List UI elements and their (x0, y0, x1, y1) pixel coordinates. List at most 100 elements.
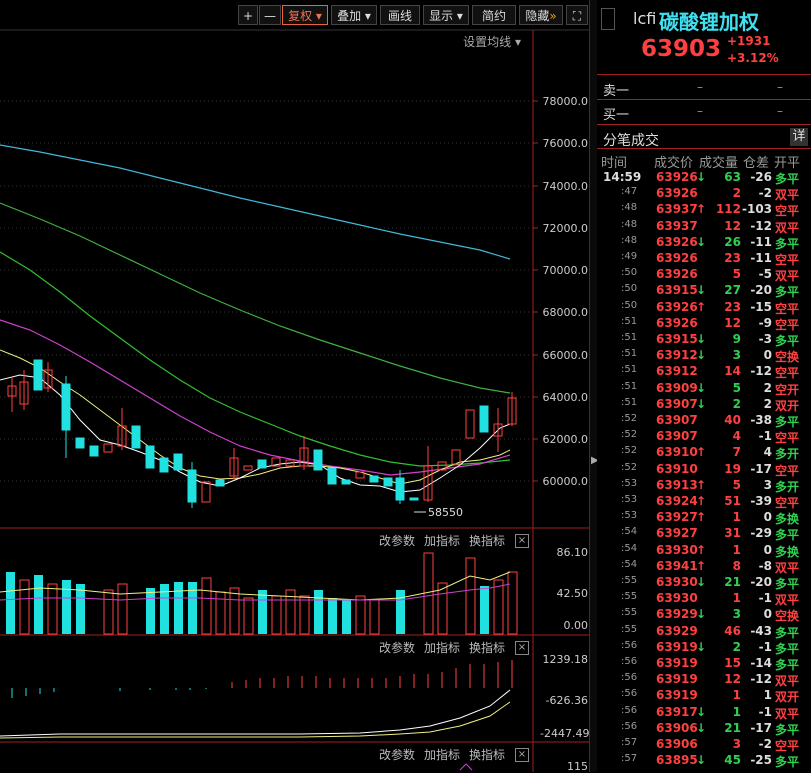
kline-chart-area[interactable]: + — 复权 ▾ 叠加 ▾ 画线 显示 ▾ 简约 隐藏» ⛶ 设置均线 ▾ (0, 0, 593, 773)
tick-oi-delta: -2 (758, 186, 772, 201)
down-arrow-icon: ↓ (696, 332, 707, 346)
zoom-out-button[interactable]: — (259, 5, 281, 25)
price-tick: 68000.0 (542, 306, 589, 319)
tick-volume: 1 (732, 688, 741, 703)
tick-type: 多平 (775, 577, 800, 591)
add-indicator-button[interactable]: 加指标 (424, 641, 461, 655)
tick-type: 多平 (775, 722, 800, 737)
down-arrow-icon: ↓ (696, 348, 707, 363)
tick-row: :57 63906 3 -2 空平 (597, 737, 811, 754)
chevron-down-icon: ▾ (456, 9, 463, 23)
set-ma-button[interactable]: 设置均线 ▾ (463, 33, 521, 50)
yincang-button[interactable]: 隐藏» (519, 5, 563, 25)
switch-indicator-button[interactable]: 换指标 (469, 534, 506, 548)
tick-volume: 12 (724, 672, 741, 687)
tick-oi-delta: -12 (750, 364, 772, 379)
chart-toolbar: + — 复权 ▾ 叠加 ▾ 画线 显示 ▾ 简约 隐藏» ⛶ (0, 0, 593, 30)
tick-row: :55 63930 ↓ 21 -20 多平 (597, 575, 811, 592)
tick-volume: 45 (724, 753, 741, 768)
tick-price: 63930 (656, 591, 698, 606)
settings-toggle-icon[interactable] (601, 8, 615, 30)
tick-time: :50 (621, 283, 638, 295)
price-tick: 76000.0 (542, 137, 589, 150)
diejia-dropdown[interactable]: 叠加 ▾ (331, 5, 377, 25)
macd-tick: 1239.18 (542, 653, 589, 666)
huaxian-button[interactable]: 画线 (380, 5, 420, 25)
tick-row: :54 63930 ↑ 1 0 多换 (597, 543, 811, 560)
tick-type: 空平 (775, 317, 800, 332)
tick-time: :53 (621, 477, 638, 489)
gai-params-button[interactable]: 改参数 (379, 534, 416, 548)
detail-button[interactable]: 详 (790, 128, 808, 146)
gai-params-button[interactable]: 改参数 (379, 748, 416, 762)
tick-type: 双平 (775, 188, 800, 203)
price-change: +1931 (727, 34, 771, 48)
down-arrow-icon: ↓ (696, 753, 707, 768)
tick-volume: 51 (724, 494, 741, 508)
tick-price: 63906 (656, 720, 698, 735)
tick-time: :50 (621, 267, 638, 279)
tick-time: :52 (621, 461, 638, 473)
gai-params-button[interactable]: 改参数 (379, 641, 416, 655)
tick-price: 63927 (656, 526, 698, 541)
xianshi-label: 显示 (429, 9, 454, 23)
double-chevron-icon: » (549, 9, 557, 23)
tick-volume: 23 (724, 251, 741, 265)
tick-oi-delta: -1 (758, 429, 772, 444)
fuquan-dropdown[interactable]: 复权 ▾ (282, 5, 328, 25)
tick-price: 63930 (656, 575, 698, 589)
tick-type: 空平 (775, 204, 800, 219)
jianyue-button[interactable]: 简约 (472, 5, 516, 25)
price-tick: 74000.0 (542, 180, 589, 193)
tick-price: 63907 (656, 396, 698, 411)
tick-volume: 27 (724, 283, 741, 298)
tick-time: :52 (621, 413, 638, 424)
tick-volume: 19 (724, 461, 741, 476)
tick-price: 63937 (656, 202, 698, 217)
tick-volume: 5 (732, 477, 741, 492)
up-arrow-icon: ↑ (696, 558, 707, 573)
fullscreen-button[interactable]: ⛶ (566, 5, 588, 25)
tick-row: :56 63919 15 -14 多平 (597, 656, 811, 673)
tick-row: :52 63907 4 -1 空平 (597, 429, 811, 446)
tick-row: :50 63926 ↑ 23 -15 空平 (597, 300, 811, 317)
tick-volume: 7 (732, 445, 741, 460)
contract-code: lcfi (633, 9, 657, 28)
xianshi-dropdown[interactable]: 显示 ▾ (423, 5, 469, 25)
switch-indicator-button[interactable]: 换指标 (469, 641, 506, 655)
tick-type: 多开 (775, 479, 800, 494)
tick-oi-delta: -15 (750, 299, 772, 314)
collapse-arrow-icon[interactable]: ▶ (591, 455, 599, 466)
down-arrow-icon: ↓ (696, 575, 707, 589)
tick-oi-delta: -12 (750, 672, 772, 687)
down-arrow-icon: ↓ (696, 170, 707, 184)
tick-type: 多平 (775, 236, 800, 251)
tick-time: :55 (621, 607, 638, 619)
close-icon[interactable]: × (515, 748, 529, 762)
tick-oi-delta: -17 (750, 461, 772, 476)
ma30-line (0, 251, 511, 467)
switch-indicator-button[interactable]: 换指标 (469, 748, 506, 762)
tick-price: 63926 (656, 251, 698, 265)
tick-time: :48 (621, 234, 638, 246)
chevron-down-icon: ▾ (514, 35, 521, 49)
close-icon[interactable]: × (515, 534, 529, 548)
tick-time: :57 (621, 753, 638, 765)
ask-qty: – (777, 80, 783, 94)
tick-row: :55 63929 ↓ 3 0 空换 (597, 607, 811, 624)
add-indicator-button[interactable]: 加指标 (424, 748, 461, 762)
volume-tick: 86.10 (556, 546, 589, 559)
tick-price: 63910 (656, 461, 698, 476)
zoom-in-button[interactable]: + (238, 5, 258, 25)
ticks-list: 14:59 63926 ↓ 63 -26 多平:47 63926 2 -2 双平:48 63937 ↑… (597, 170, 811, 772)
tick-oi-delta: 0 (763, 607, 772, 622)
tick-time: :48 (621, 202, 638, 214)
close-icon[interactable]: × (515, 641, 529, 655)
tick-time: 14:59 (603, 170, 642, 184)
price-tick: 62000.0 (542, 433, 589, 446)
tick-oi-delta: -43 (750, 623, 772, 638)
tick-time: :48 (621, 218, 638, 230)
tick-price: 63917 (656, 704, 698, 719)
add-indicator-button[interactable]: 加指标 (424, 534, 461, 548)
candlesticks (7, 359, 517, 508)
